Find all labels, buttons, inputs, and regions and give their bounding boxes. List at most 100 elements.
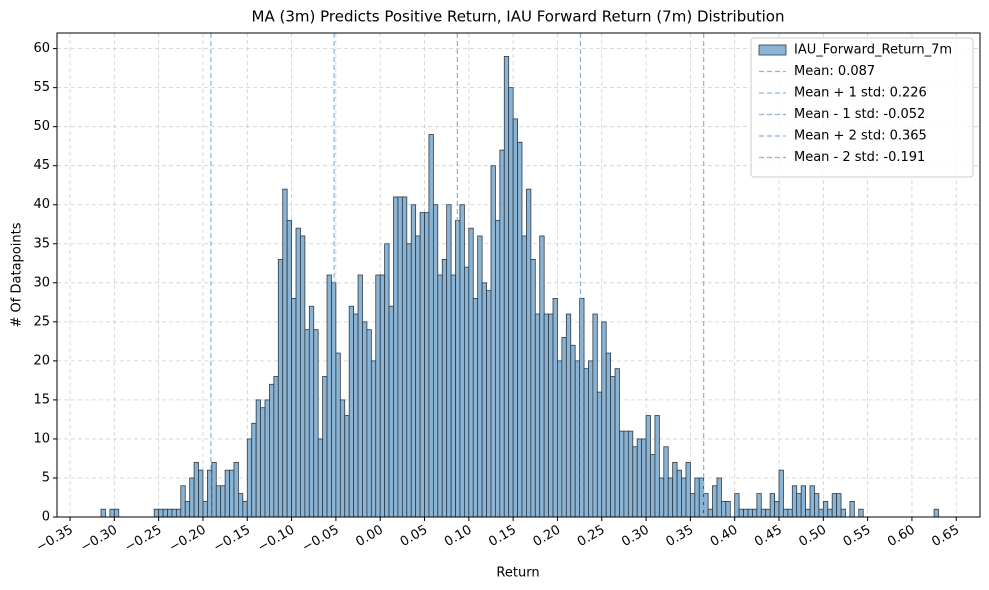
x-tick-label: 0.00 xyxy=(353,523,386,550)
chart-title: MA (3m) Predicts Positive Return, IAU Fo… xyxy=(252,8,785,26)
histogram-bar xyxy=(526,188,532,518)
histogram-bar xyxy=(933,508,939,518)
y-tick-label: 15 xyxy=(33,392,50,407)
histogram-bar xyxy=(698,477,705,518)
histogram-bar xyxy=(419,212,425,518)
histogram-bar xyxy=(238,493,244,518)
histogram-bar xyxy=(162,508,168,518)
histogram-bar xyxy=(322,376,328,518)
histogram-bar xyxy=(752,508,758,518)
histogram-bar xyxy=(712,485,718,518)
x-tick-label: 0.45 xyxy=(752,523,785,550)
histogram-bar xyxy=(401,196,408,518)
histogram-bar xyxy=(658,477,665,518)
y-tick-label: 45 xyxy=(33,158,50,173)
histogram-bar xyxy=(477,235,483,518)
histogram-bar xyxy=(410,204,417,518)
histogram-bar xyxy=(432,204,439,518)
histogram-bar xyxy=(357,274,363,518)
histogram-bar xyxy=(583,368,589,518)
legend-label: Mean + 2 std: 0.365 xyxy=(794,129,927,144)
histogram-bar xyxy=(769,493,775,518)
histogram-bar xyxy=(831,493,838,518)
histogram-bar xyxy=(393,196,399,518)
histogram-bar xyxy=(619,430,625,518)
histogram-bar xyxy=(215,485,222,518)
histogram-bar xyxy=(384,243,390,518)
histogram-bar xyxy=(246,438,253,518)
histogram-bar xyxy=(437,274,443,518)
x-tick-label: 0.65 xyxy=(929,523,962,550)
histogram-bar xyxy=(251,422,257,518)
histogram-bar xyxy=(601,321,607,518)
histogram-bar xyxy=(734,493,740,518)
histogram-bar xyxy=(818,508,824,518)
histogram-bar xyxy=(641,438,647,518)
histogram-bar xyxy=(220,485,226,518)
histogram-bar xyxy=(627,430,634,518)
histogram-bar xyxy=(158,508,164,518)
histogram-bar xyxy=(167,508,173,518)
histogram-bar xyxy=(694,477,700,518)
histogram-bar xyxy=(605,352,612,518)
histogram-bar xyxy=(273,376,279,518)
histogram-bar xyxy=(486,290,492,518)
histogram-bar xyxy=(379,274,386,518)
histogram-bar xyxy=(211,461,217,518)
histogram-bar xyxy=(765,508,771,518)
histogram-bar xyxy=(406,243,412,518)
histogram-bar xyxy=(530,258,536,518)
histogram-bar xyxy=(503,56,510,518)
histogram-bar xyxy=(260,407,266,518)
histogram-bar xyxy=(800,485,806,518)
histogram-bar xyxy=(512,118,518,518)
x-tick-label: 0.60 xyxy=(885,523,918,550)
histogram-bar xyxy=(570,344,576,518)
histogram-bar xyxy=(588,360,594,518)
histogram-bar xyxy=(645,415,651,518)
histogram-bar xyxy=(632,446,638,518)
histogram-bar xyxy=(716,477,722,518)
histogram-bar xyxy=(836,493,842,518)
histogram-bar xyxy=(370,360,377,518)
histogram-bar xyxy=(663,446,669,518)
histogram-bar xyxy=(552,298,558,518)
histogram-bar xyxy=(827,508,833,518)
y-tick-label: 0 xyxy=(42,510,50,525)
histogram-bar xyxy=(796,493,802,518)
histogram-bar xyxy=(858,508,864,518)
histogram-bar xyxy=(681,477,687,518)
histogram-bar xyxy=(592,313,598,518)
histogram-bar xyxy=(787,508,793,518)
histogram-bar xyxy=(291,298,297,518)
histogram-bar xyxy=(685,461,691,518)
histogram-bar xyxy=(455,219,461,518)
histogram-bar xyxy=(224,469,230,518)
histogram-bar xyxy=(198,469,204,518)
legend-label: Mean - 1 std: -0.052 xyxy=(794,107,925,122)
histogram-bar xyxy=(317,438,324,518)
y-axis-label: # Of Datapoints xyxy=(10,222,25,327)
histogram-bar xyxy=(348,305,355,518)
histogram-bar xyxy=(791,485,798,518)
y-tick-label: 20 xyxy=(33,353,50,368)
histogram-bar xyxy=(517,141,523,518)
x-axis-label: Return xyxy=(496,566,539,581)
histogram-bar xyxy=(725,500,731,518)
x-tick-label: −0.10 xyxy=(255,523,297,556)
y-tick-label: 5 xyxy=(42,470,50,485)
histogram-bar xyxy=(184,500,191,518)
histogram-bar xyxy=(180,485,186,518)
x-tick-label: −0.30 xyxy=(78,523,120,556)
y-tick-label: 50 xyxy=(33,119,50,134)
y-tick-label: 55 xyxy=(33,80,50,95)
y-tick-label: 35 xyxy=(33,236,50,251)
histogram-bar xyxy=(539,235,545,518)
histogram-bar xyxy=(743,508,749,518)
histogram-bar xyxy=(548,313,554,518)
histogram-bar xyxy=(344,415,350,518)
x-tick-label: 0.25 xyxy=(575,523,608,550)
histogram-bar xyxy=(229,469,235,518)
x-tick-label: −0.20 xyxy=(167,523,209,556)
